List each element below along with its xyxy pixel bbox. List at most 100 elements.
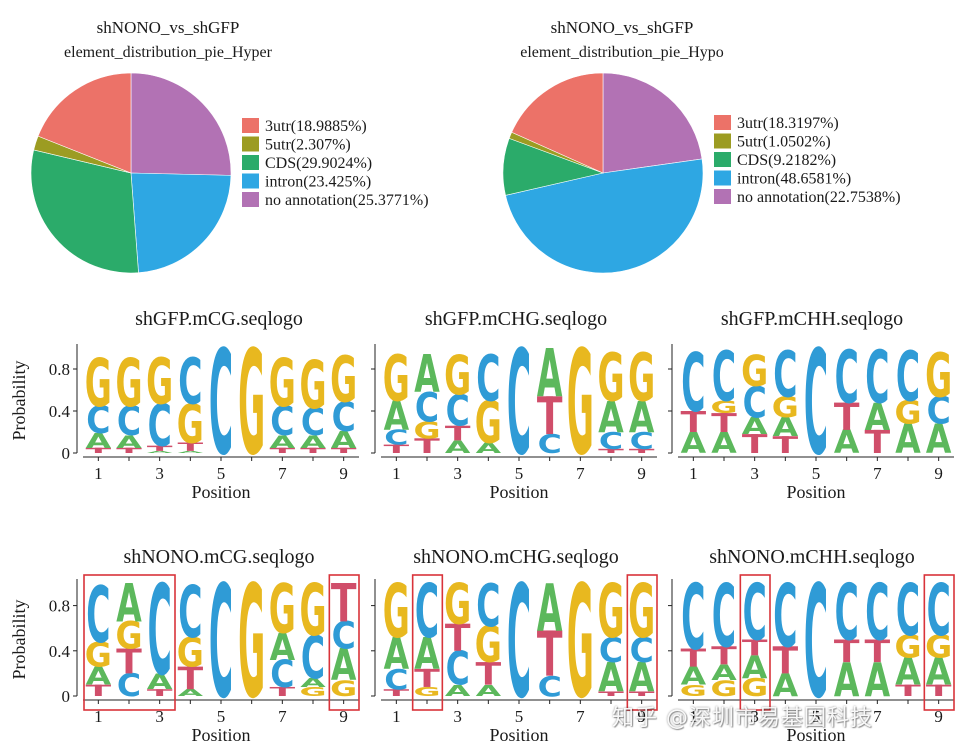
x-tick-label: 7 [278, 464, 287, 483]
logo-letter-C: C [896, 571, 920, 653]
logo-letter-A: A [773, 412, 799, 443]
pie-slice-intron [130, 172, 232, 274]
logo-letter-G: G [177, 394, 204, 455]
logo-letter-A: A [86, 662, 112, 691]
x-tick-label: 9 [339, 464, 348, 483]
pie-slice-3utr [511, 72, 604, 174]
logo-letter-C: C [301, 625, 325, 693]
logo-letter-T [156, 689, 164, 696]
logo-letter-A: A [895, 651, 921, 694]
logo-letter-T [638, 691, 646, 696]
legend-label: 5utr(2.307%) [265, 137, 351, 154]
logo-letter-C: C [476, 573, 500, 641]
pie-title: shNONO_vs_shGFP [97, 18, 240, 37]
logo-letter-A: A [926, 416, 952, 463]
logo-letter-T [843, 402, 851, 430]
x-tick-label: 3 [155, 464, 164, 483]
x-axis-label: Position [489, 725, 548, 745]
x-tick-label: 9 [934, 464, 943, 483]
logo-letter-T [392, 444, 400, 453]
legend-label: intron(23.425%) [265, 174, 371, 191]
highlight-box [626, 574, 658, 711]
logo-letter-G: G [269, 345, 296, 422]
seqlogo-shGFP-mCG-seqlogo: shGFP.mCG.seqlogo00.40.8ProbabilityACGAC… [9, 308, 359, 502]
logo-letter-G: G [628, 340, 655, 417]
logo-letter-T [423, 668, 431, 687]
logo-letter-T [873, 429, 881, 453]
y-tick-label: 0.8 [49, 597, 70, 616]
logo-letter-C: C [415, 384, 439, 431]
logo-letter-C: C [681, 565, 705, 670]
x-tick-label: 3 [750, 707, 759, 726]
logo-letter-T [873, 639, 881, 663]
legend-swatch [714, 115, 731, 130]
logo-letter-T [484, 662, 492, 685]
logo-letter-C: C [384, 665, 408, 697]
logo-letter-G: G [383, 569, 410, 656]
pie-title: shNONO_vs_shGFP [551, 18, 694, 37]
x-tick-label: 9 [637, 464, 646, 483]
logo-letter-A: A [384, 629, 410, 680]
logo-letter-C: C [507, 319, 531, 487]
logo-letter-T [94, 684, 102, 696]
logo-letter-G: G [475, 616, 502, 674]
logo-letter-G: G [567, 319, 594, 487]
x-tick-label: 7 [873, 464, 882, 483]
logo-letter-C: C [681, 336, 705, 430]
x-axis-label: Position [489, 482, 548, 502]
logo-letter-C: C [865, 337, 889, 421]
logo-letter-C: C [835, 337, 859, 421]
legend-label: 5utr(1.0502%) [737, 134, 831, 151]
logo-letter-G: G [444, 343, 471, 407]
x-tick-label: 5 [812, 464, 821, 483]
x-tick-label: 1 [392, 464, 401, 483]
logo-letter-C: C [270, 653, 294, 696]
logo-letter-T [125, 648, 133, 674]
logo-letter-A: A [116, 433, 142, 453]
logo-letter-A: A [331, 427, 357, 454]
logo-letter-G: G [597, 569, 624, 656]
x-tick-label: 9 [934, 707, 943, 726]
logo-letter-G: G [269, 569, 296, 649]
logo-letter-T [638, 448, 646, 453]
logo-letter-G: G [925, 629, 952, 666]
logo-letter-C: C [270, 398, 294, 445]
pie-slice-3utr [37, 72, 132, 174]
legend-swatch [714, 170, 731, 186]
seqlogo-title: shNONO.mCHH.seqlogo [709, 546, 915, 568]
logo-letter-C: C [896, 337, 920, 417]
logo-letter-C: C [927, 571, 951, 653]
logo-letter-C: C [446, 386, 470, 437]
legend-label: no annotation(25.3771%) [265, 192, 429, 209]
pie-slice-intron [505, 158, 704, 274]
logo-letter-G: G [299, 685, 326, 699]
logo-letter-A: A [445, 682, 471, 700]
logo-letter-T [720, 413, 728, 432]
logo-letter-A: A [414, 629, 440, 680]
logo-letter-T [607, 691, 615, 696]
legend-label: 3utr(18.3197%) [737, 115, 839, 132]
legend-swatch [242, 192, 259, 207]
logo-letter-T [186, 442, 194, 451]
logo-letter-A: A [865, 396, 891, 439]
x-tick-label: 1 [94, 464, 103, 483]
x-tick-label: 3 [750, 464, 759, 483]
logo-letter-G: G [85, 635, 112, 675]
logo-letter-A: A [681, 427, 707, 460]
logo-letter-A: A [742, 413, 768, 440]
logo-letter-T [935, 684, 943, 696]
legend-swatch [714, 152, 731, 167]
logo-letter-T [546, 396, 554, 435]
logo-letter-T [781, 646, 789, 674]
legend-label: 3utr(18.9885%) [265, 118, 367, 135]
x-tick-label: 7 [576, 464, 585, 483]
logo-letter-C: C [804, 319, 828, 487]
logo-letter-T [156, 445, 164, 451]
logo-letter-T [720, 646, 728, 665]
logo-letter-T [751, 434, 759, 453]
logo-letter-G: G [330, 676, 357, 702]
